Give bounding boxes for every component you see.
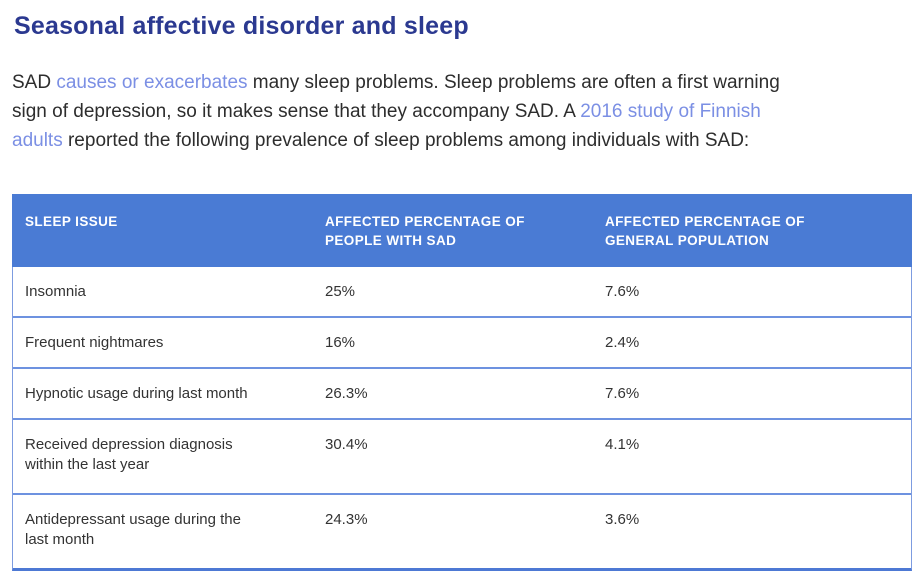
- paragraph-line-2: sign of depression, so it makes sense th…: [12, 97, 910, 126]
- paragraph-line-1: SAD causes or exacerbates many sleep pro…: [12, 68, 910, 97]
- cell-issue: Received depression diagnosis within the…: [25, 436, 233, 473]
- header-cell-sad-percentage: AFFECTED PERCENTAGE OF PEOPLE WITH SAD: [325, 214, 525, 248]
- link-2016-study-continued[interactable]: adults: [12, 130, 63, 151]
- table-row-hypnotic-usage: Hypnotic usage during last month 26.3% 7…: [13, 367, 911, 418]
- cell-general-percentage: 2.4%: [605, 334, 640, 351]
- cell-general-percentage: 7.6%: [605, 385, 640, 402]
- cell-sad-percentage: 16%: [325, 334, 356, 351]
- table-body: Insomnia 25% 7.6% Frequent nightmares 16…: [13, 267, 911, 568]
- table-row-antidepressant-usage: Antidepressant usage during the last mon…: [13, 493, 911, 568]
- cell-general-percentage: 4.1%: [605, 436, 640, 453]
- text-segment: reported the following prevalence of sle…: [62, 130, 750, 151]
- cell-sad-percentage: 24.3%: [325, 511, 368, 528]
- paragraph-line-3: adults reported the following prevalence…: [12, 126, 910, 155]
- text-segment: many sleep problems. Sleep problems are …: [247, 72, 780, 93]
- table-header-row: SLEEP ISSUE AFFECTED PERCENTAGE OF PEOPL…: [12, 194, 912, 267]
- link-causes-or-exacerbates[interactable]: causes or exacerbates: [56, 72, 248, 93]
- header-cell-sleep-issue: SLEEP ISSUE: [25, 214, 118, 229]
- cell-general-percentage: 7.6%: [605, 283, 640, 300]
- cell-issue: Hypnotic usage during last month: [25, 385, 248, 402]
- table-row-insomnia: Insomnia 25% 7.6%: [13, 267, 911, 316]
- cell-issue: Antidepressant usage during the last mon…: [25, 511, 241, 548]
- table-row-depression-diagnosis: Received depression diagnosis within the…: [13, 418, 911, 493]
- header-cell-general-percentage: AFFECTED PERCENTAGE OF GENERAL POPULATIO…: [605, 214, 805, 248]
- cell-general-percentage: 3.6%: [605, 511, 640, 528]
- cell-issue: Frequent nightmares: [25, 334, 164, 351]
- text-segment: SAD: [12, 72, 57, 93]
- link-2016-study[interactable]: 2016 study of Finnish: [580, 101, 761, 122]
- table-row-nightmares: Frequent nightmares 16% 2.4%: [13, 316, 911, 367]
- page-title: Seasonal affective disorder and sleep: [14, 12, 469, 40]
- cell-sad-percentage: 26.3%: [325, 385, 368, 402]
- sleep-problems-table: SLEEP ISSUE AFFECTED PERCENTAGE OF PEOPL…: [12, 194, 912, 571]
- cell-sad-percentage: 25%: [325, 283, 356, 300]
- cell-issue: Insomnia: [25, 283, 86, 300]
- intro-paragraph: SAD causes or exacerbates many sleep pro…: [12, 68, 910, 155]
- text-segment: sign of depression, so it makes sense th…: [12, 101, 581, 122]
- cell-sad-percentage: 30.4%: [325, 436, 368, 453]
